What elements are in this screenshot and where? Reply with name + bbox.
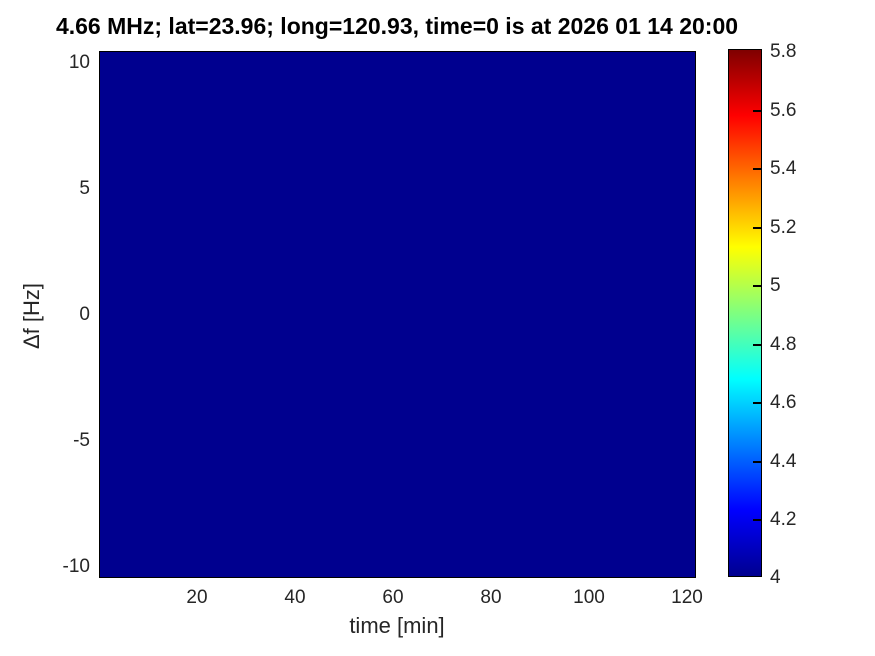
colorbar-tick-label: 5 [770,275,781,296]
colorbar-tick-mark [753,168,761,170]
x-tick-label: 120 [671,587,703,608]
colorbar-tick-mark [753,285,761,287]
x-tick-label: 60 [382,587,404,608]
colorbar-tick-label: 5.4 [770,158,797,179]
x-tick-label: 80 [480,587,502,608]
colorbar-tick-label: 5.6 [770,100,797,121]
colorbar-tick-mark [753,402,761,404]
y-axis-label: Δf [Hz] [19,282,44,350]
colorbar-tick-mark [753,461,761,463]
colorbar-tick-label: 5.8 [770,41,797,62]
colorbar-tick-label: 4.2 [770,509,797,530]
colorbar-tick-mark [753,110,761,112]
colorbar-tick-mark [753,227,761,229]
y-tick-label: -10 [62,556,90,577]
y-tick-label: 5 [79,178,90,199]
x-axis-label: time [min] [349,613,445,638]
x-tick-label: 40 [284,587,306,608]
x-tick-label: 100 [573,587,605,608]
colorbar-tick-label: 4.4 [770,451,797,472]
heatmap-plot-area [99,51,696,578]
colorbar-tick-mark [753,519,761,521]
colorbar-tick-label: 4 [770,567,781,588]
colorbar-tick-label: 4.8 [770,334,797,355]
x-tick-label: 20 [186,587,208,608]
colorbar-tick-label: 5.2 [770,217,797,238]
colorbar [728,49,762,577]
y-tick-label: 10 [68,52,90,73]
colorbar-tick-mark [753,344,761,346]
chart-title: 4.66 MHz; lat=23.96; long=120.93, time=0… [55,13,739,39]
colorbar-tick-label: 4.6 [770,392,797,413]
y-tick-label: 0 [79,304,90,325]
y-tick-label: -5 [73,430,90,451]
